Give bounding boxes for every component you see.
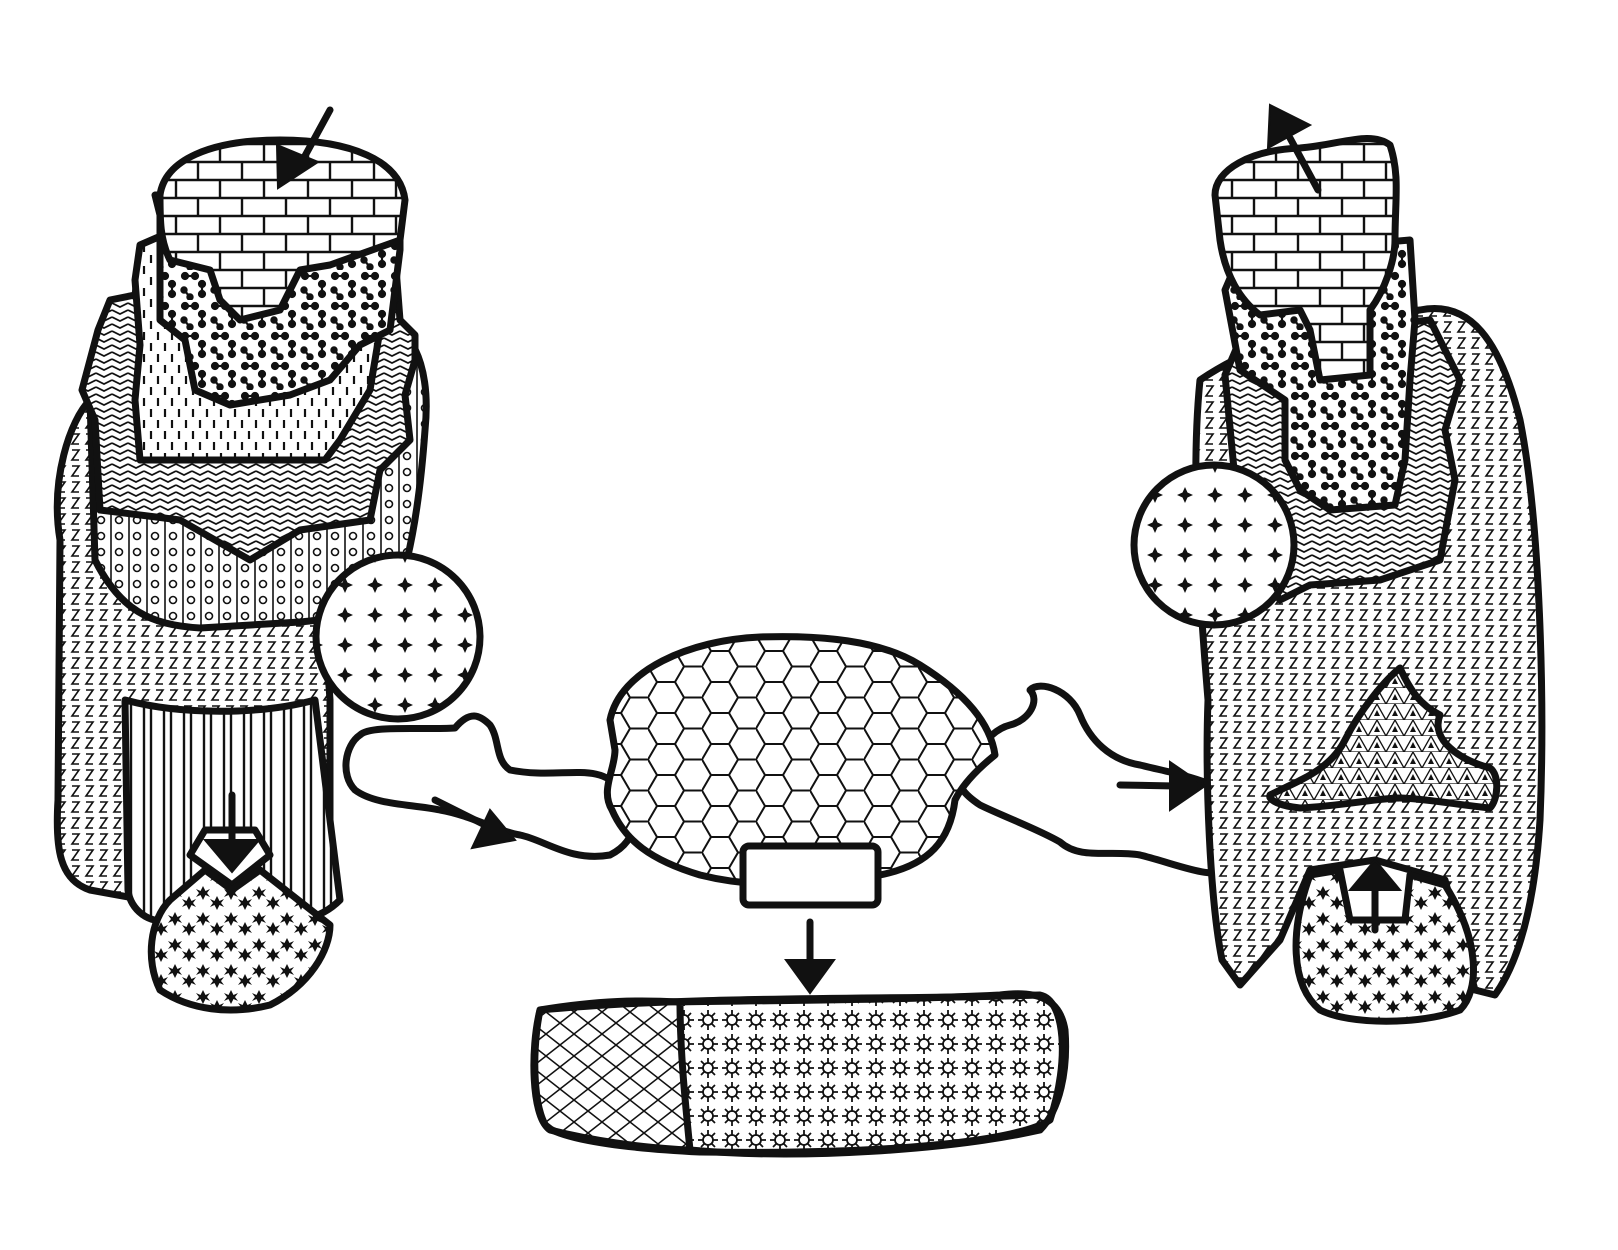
center-to-right-arrow bbox=[1116, 760, 1207, 812]
right-triangle-domain bbox=[1266, 664, 1501, 812]
left-down-arrow bbox=[202, 791, 262, 874]
left-to-center-arrow bbox=[431, 796, 517, 850]
input-arrow bbox=[275, 106, 334, 190]
right-brick-cap bbox=[1211, 134, 1400, 384]
product-bar-outline bbox=[530, 991, 1066, 1156]
right-complex bbox=[1130, 134, 1546, 1025]
flow-arrows bbox=[202, 103, 1403, 995]
right-plus-sphere bbox=[1130, 461, 1298, 629]
left-brick-cap bbox=[156, 136, 409, 324]
left-plus-sphere bbox=[312, 551, 484, 723]
right-star-substrate bbox=[1292, 866, 1477, 1025]
center-label-box bbox=[739, 842, 882, 909]
left-star-substrate bbox=[147, 866, 334, 1014]
center-down-arrow bbox=[784, 918, 836, 995]
product-bar-sunburst bbox=[676, 990, 1070, 1158]
output-arrow bbox=[1266, 103, 1322, 194]
left-complex bbox=[53, 136, 484, 1014]
product-bar-diamond bbox=[531, 997, 694, 1154]
center-assembly bbox=[342, 633, 1260, 1158]
hex-enzyme bbox=[603, 633, 999, 888]
right-up-arrow bbox=[1347, 858, 1403, 934]
